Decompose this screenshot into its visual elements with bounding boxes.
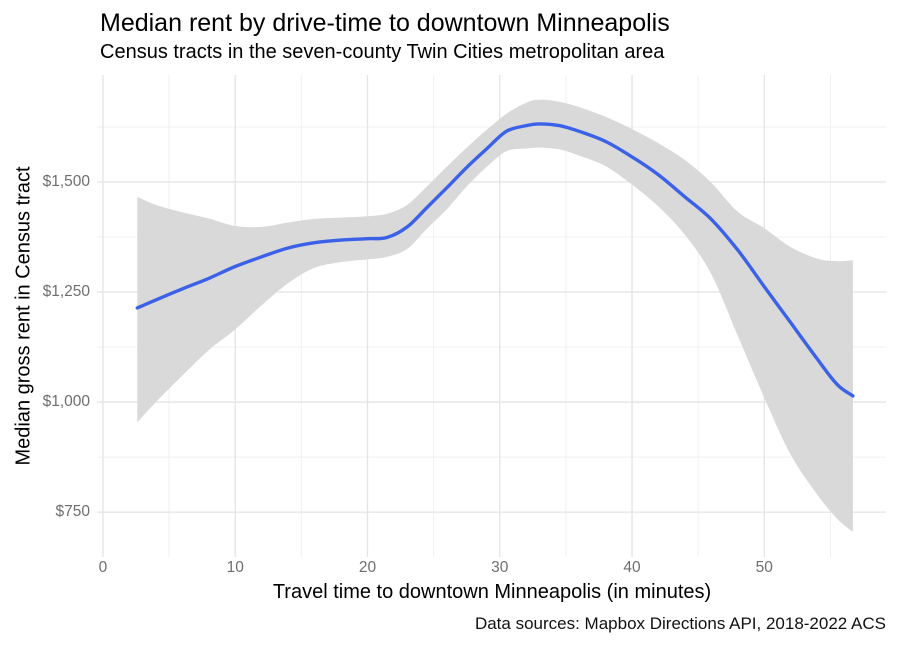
y-tick-label: $1,250 [42, 283, 90, 300]
x-axis-title: Travel time to downtown Minneapolis (in … [0, 581, 898, 604]
chart-title: Median rent by drive-time to downtown Mi… [100, 9, 670, 37]
chart-subtitle: Census tracts in the seven-county Twin C… [100, 41, 665, 63]
confidence-ribbon [137, 99, 853, 532]
x-tick-label: 0 [98, 559, 108, 576]
smoothed-trend-line [135, 122, 855, 398]
y-tick-label: $750 [55, 503, 90, 521]
x-tick-label: 50 [755, 559, 773, 576]
x-tick-label: 20 [358, 559, 377, 576]
y-axis-title: Median gross rent in Census tract [12, 166, 35, 466]
x-axis-title-text: Travel time to downtown Minneapolis (in … [272, 581, 712, 603]
y-tick-label: $1,000 [42, 393, 90, 411]
x-tick-label: 40 [623, 559, 641, 576]
y-tick-label: $1,500 [42, 172, 90, 190]
x-tick-label: 10 [226, 559, 244, 576]
x-tick-label: 30 [491, 559, 509, 576]
chart-caption: Data sources: Mapbox Directions API, 201… [474, 614, 886, 633]
